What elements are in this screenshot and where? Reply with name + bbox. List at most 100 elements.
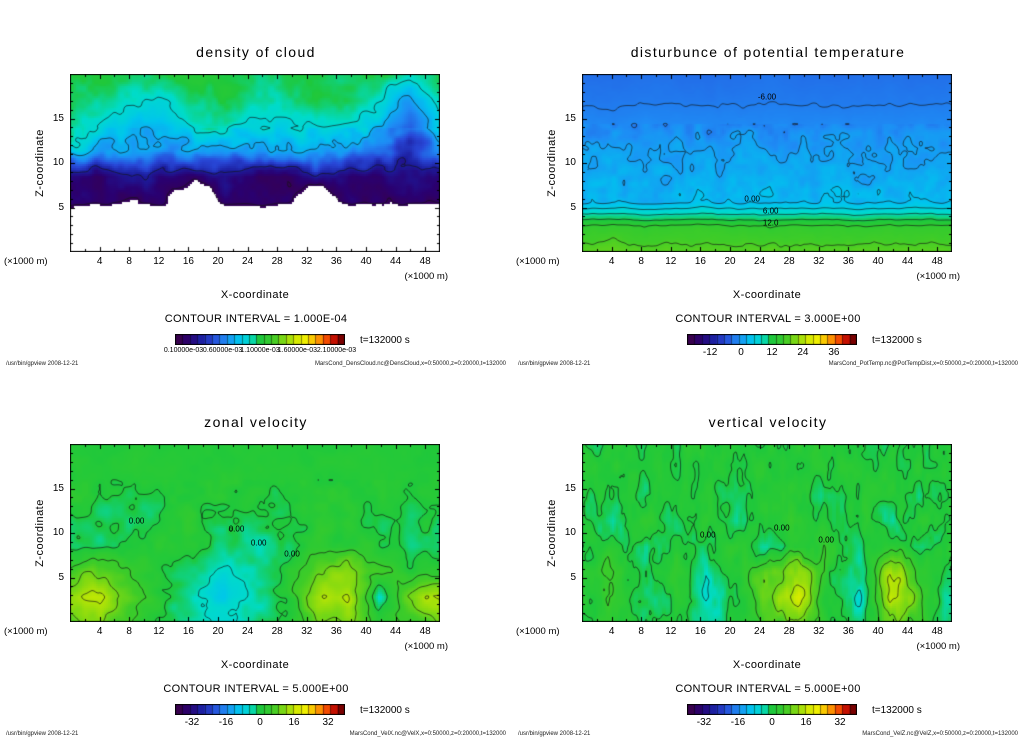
- x-tick-label: 32: [301, 626, 313, 637]
- contour-label: 0.00: [128, 516, 145, 526]
- x-tick-label: 32: [813, 626, 825, 637]
- contour-plot-canvas: [582, 74, 952, 252]
- y-tick-label: 10: [564, 157, 576, 168]
- colorbar-tick-label: 1.10000e-03: [240, 347, 280, 354]
- x-axis-title: X-coordinate: [220, 289, 290, 301]
- x-tick-label: 44: [902, 256, 914, 267]
- contour-plot-canvas: [70, 444, 440, 622]
- contour-interval-label: CONTOUR INTERVAL = 3.000E+00: [675, 313, 861, 325]
- colorbar-tick-label: -12: [702, 347, 718, 358]
- x-tick-label: 44: [390, 256, 402, 267]
- x-tick-label: 4: [608, 626, 615, 637]
- y-tick-label: 5: [58, 571, 64, 583]
- x-tick-label: 8: [126, 256, 132, 267]
- x-tick-label: 32: [813, 256, 825, 267]
- panel-title: disturbunce of potential temperature: [630, 44, 906, 60]
- footer-dataset: MarsCond_DensCloud.nc@DensCloud,x=0:5000…: [314, 361, 506, 367]
- footer-dataset: MarsCond_PotTemp.nc@PotTempDist,x=0:5000…: [828, 361, 1018, 367]
- x-tick-label: 8: [638, 626, 644, 637]
- x-tick-label: 4: [608, 256, 615, 267]
- x-tick-label: 40: [360, 626, 372, 637]
- x-tick-label: 28: [271, 626, 283, 637]
- x-tick-label: 16: [182, 256, 194, 267]
- x-tick-label: 16: [182, 626, 194, 637]
- x-tick-label: 24: [754, 626, 766, 637]
- time-label: t=132000 s: [360, 705, 410, 716]
- y-tick-label: 15: [52, 112, 64, 124]
- x-tick-label: 4: [96, 256, 103, 267]
- x-tick-label: 40: [872, 256, 884, 267]
- x-axis-title: X-coordinate: [220, 659, 290, 671]
- y-tick-label: 10: [52, 157, 64, 168]
- y-tick-label: 15: [52, 482, 64, 494]
- x-tick-label: 48: [419, 256, 431, 267]
- x-tick-label: 12: [153, 626, 165, 637]
- x-tick-label: 48: [931, 626, 943, 637]
- x-tick-label: 12: [153, 256, 165, 267]
- colorbar-tick-label: -32: [696, 717, 712, 728]
- colorbar: [687, 334, 857, 345]
- x-axis-unit-label: (×1000 m): [916, 271, 960, 282]
- y-axis-unit-label: (×1000 m): [4, 626, 48, 637]
- y-tick-label: 10: [52, 527, 64, 538]
- colorbar: [175, 334, 345, 345]
- y-tick-label: 5: [58, 201, 64, 213]
- contour-interval-label: CONTOUR INTERVAL = 5.000E+00: [163, 683, 349, 695]
- x-axis-title: X-coordinate: [732, 659, 802, 671]
- panel-potential-temperature: disturbunce of potential temperature Z-c…: [512, 0, 1024, 370]
- plot-area: Z-coordinate 5 10 15 4 8 12 16 20 24 28 32 36 40 44 4…: [4, 74, 448, 301]
- panel-zonal-velocity: zonal velocity Z-coordinate 5 10 15 4 8 12 16…: [0, 370, 512, 740]
- contour-label: 0.00: [774, 523, 790, 533]
- x-tick-label: 32: [301, 256, 313, 267]
- footer-command: /usr/bin/gpview 2008-12-21: [518, 731, 591, 737]
- panel-title: density of cloud: [196, 44, 316, 60]
- contour-label: 12.0: [762, 218, 779, 228]
- contour-label: -6.00: [757, 92, 777, 102]
- time-label: t=132000 s: [872, 335, 922, 346]
- y-axis-unit-label: (×1000 m): [516, 256, 560, 267]
- contour-interval-label: CONTOUR INTERVAL = 1.000E-04: [164, 313, 348, 325]
- colorbar-tick-label: -16: [218, 717, 234, 728]
- colorbar-tick-label: 24: [797, 347, 809, 358]
- colorbar-tick-label: 1.60000e-03: [277, 347, 318, 354]
- x-tick-label: 20: [212, 256, 224, 267]
- contour-plot-canvas: [70, 74, 440, 252]
- x-tick-label: 28: [271, 256, 283, 267]
- y-tick-label: 15: [564, 112, 576, 124]
- contour-interval-label: CONTOUR INTERVAL = 5.000E+00: [675, 683, 861, 695]
- y-tick-label: 10: [564, 527, 576, 538]
- x-tick-label: 20: [724, 626, 736, 637]
- y-tick-label: 15: [564, 482, 576, 494]
- x-tick-label: 36: [330, 256, 342, 267]
- plot-area: Z-coordinate 5 10 15 4 8 12 16 20 24 28 32 36 40 44 4…: [516, 74, 960, 301]
- x-tick-label: 48: [419, 626, 431, 637]
- panel-density-of-cloud: density of cloud Z-coordinate 5 10 15 4 8 12…: [0, 0, 512, 370]
- x-tick-label: 44: [390, 626, 402, 637]
- contour-label: 0.00: [744, 194, 760, 204]
- contour-label: 0.00: [700, 530, 716, 540]
- colorbar: [175, 704, 345, 715]
- x-tick-label: 12: [665, 626, 677, 637]
- x-tick-label: 40: [872, 626, 884, 637]
- colorbar-tick-label: 0: [257, 717, 263, 728]
- contour-label: 6.00: [762, 206, 779, 216]
- footer-command: /usr/bin/gpview 2008-12-21: [6, 361, 79, 367]
- y-axis-unit-label: (×1000 m): [516, 626, 560, 637]
- x-tick-label: 36: [842, 626, 854, 637]
- colorbar-tick-label: 0.60000e-03: [202, 347, 243, 354]
- plot-area: Z-coordinate 5 10 15 4 8 12 16 20 24 28 32 36 40 44 4…: [4, 444, 448, 671]
- colorbar-tick-label: 16: [288, 717, 300, 728]
- panel-title: zonal velocity: [204, 414, 308, 430]
- y-tick-label: 5: [570, 201, 576, 213]
- colorbar-tick-label: 32: [322, 717, 334, 728]
- footer-command: /usr/bin/gpview 2008-12-21: [518, 361, 591, 367]
- x-axis-unit-label: (×1000 m): [404, 271, 448, 282]
- contour-label: 0.00: [284, 549, 300, 559]
- y-tick-label: 5: [570, 571, 576, 583]
- x-tick-label: 28: [783, 256, 795, 267]
- colorbar-tick-label: 0.10000e-03: [163, 347, 204, 354]
- x-tick-label: 48: [931, 256, 943, 267]
- plot-area: Z-coordinate 5 10 15 4 8 12 16 20 24 28 32 36 40 44 4…: [516, 444, 960, 671]
